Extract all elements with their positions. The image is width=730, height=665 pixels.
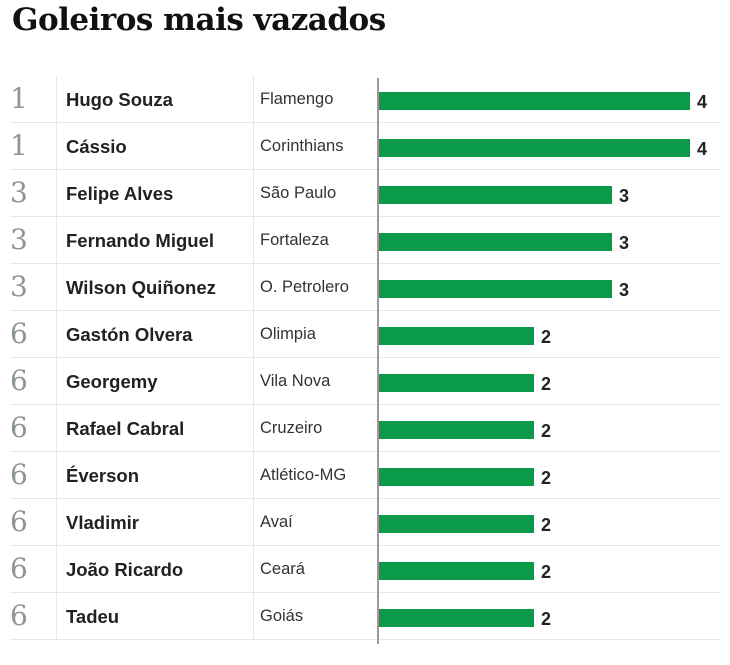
column-divider	[56, 358, 57, 404]
bar	[378, 421, 534, 439]
bar	[378, 92, 690, 110]
column-divider	[56, 170, 57, 216]
bar-value-label: 2	[541, 468, 552, 488]
bar-value-label: 2	[541, 562, 552, 582]
bar-value-label: 3	[619, 233, 630, 253]
team-name: Corinthians	[260, 137, 344, 155]
table-row: 6 Vladimir Avaí 2	[10, 499, 720, 546]
bar-axis-line	[377, 78, 379, 644]
table-row: 6 João Ricardo Ceará 2	[10, 546, 720, 593]
bar	[378, 609, 534, 627]
bar	[378, 280, 612, 298]
column-divider	[56, 264, 57, 310]
team-name: Atlético-MG	[260, 466, 347, 484]
rank-label: 6	[10, 458, 28, 491]
rank-label: 6	[10, 364, 28, 397]
rank-label: 3	[10, 176, 28, 209]
bar-value-label: 2	[541, 515, 552, 535]
column-divider	[253, 452, 254, 498]
player-name: Tadeu	[66, 606, 120, 627]
rank-label: 3	[10, 270, 28, 303]
team-name: Flamengo	[260, 90, 334, 108]
table-row: 3 Wilson Quiñonez O. Petrolero 3	[10, 264, 720, 311]
rank-label: 6	[10, 411, 28, 444]
bar-value-label: 2	[541, 374, 552, 394]
column-divider	[56, 546, 57, 592]
ranking-table: 1 Hugo Souza Flamengo 4 1 Cássio Corinthians 4 3…	[10, 76, 720, 640]
column-divider	[253, 217, 254, 263]
bar-value-label: 2	[541, 421, 552, 441]
table-row: 6 Rafael Cabral Cruzeiro 2	[10, 405, 720, 452]
table-row: 6 Georgemy Vila Nova 2	[10, 358, 720, 405]
player-name: Felipe Alves	[66, 183, 174, 204]
table-row: 1 Cássio Corinthians 4	[10, 123, 720, 170]
player-name: Gastón Olvera	[66, 324, 193, 345]
column-divider	[253, 170, 254, 216]
column-divider	[56, 593, 57, 639]
player-name: Vladimir	[66, 512, 139, 533]
bar	[378, 327, 534, 345]
bar	[378, 186, 612, 204]
table-row: 6 Gastón Olvera Olimpia 2	[10, 311, 720, 358]
player-name: Fernando Miguel	[66, 230, 214, 251]
table-row: 3 Fernando Miguel Fortaleza 3	[10, 217, 720, 264]
bar	[378, 562, 534, 580]
bar	[378, 233, 612, 251]
table-row: 1 Hugo Souza Flamengo 4	[10, 76, 720, 123]
rank-label: 6	[10, 599, 28, 632]
table-row: 6 Tadeu Goiás 2	[10, 593, 720, 640]
team-name: São Paulo	[260, 184, 337, 202]
bar-value-label: 2	[541, 609, 552, 629]
team-name: Avaí	[260, 513, 293, 531]
column-divider	[253, 358, 254, 404]
column-divider	[253, 76, 254, 122]
rank-label: 6	[10, 317, 28, 350]
column-divider	[253, 405, 254, 451]
bar-value-label: 3	[619, 186, 630, 206]
column-divider	[253, 311, 254, 357]
column-divider	[56, 123, 57, 169]
column-divider	[56, 76, 57, 122]
column-divider	[253, 123, 254, 169]
player-name: Cássio	[66, 136, 127, 157]
team-name: Fortaleza	[260, 231, 329, 249]
column-divider	[56, 217, 57, 263]
rank-label: 1	[10, 82, 28, 115]
bar-value-label: 2	[541, 327, 552, 347]
player-name: Rafael Cabral	[66, 418, 185, 439]
bar	[378, 139, 690, 157]
team-name: Vila Nova	[260, 372, 331, 390]
column-divider	[56, 311, 57, 357]
table-row: 6 Éverson Atlético-MG 2	[10, 452, 720, 499]
player-name: Georgemy	[66, 371, 158, 392]
column-divider	[56, 452, 57, 498]
bar	[378, 374, 534, 392]
player-name: Wilson Quiñonez	[66, 277, 216, 298]
player-name: João Ricardo	[66, 559, 184, 580]
team-name: Olimpia	[260, 325, 316, 343]
team-name: Goiás	[260, 607, 304, 625]
chart-title: Goleiros mais vazados	[12, 2, 386, 38]
team-name: Cruzeiro	[260, 419, 323, 437]
rank-label: 1	[10, 129, 28, 162]
player-name: Éverson	[66, 465, 140, 486]
column-divider	[253, 546, 254, 592]
team-name: Ceará	[260, 560, 305, 578]
rank-label: 3	[10, 223, 28, 256]
bar	[378, 468, 534, 486]
table-row: 3 Felipe Alves São Paulo 3	[10, 170, 720, 217]
rank-label: 6	[10, 552, 28, 585]
team-name: O. Petrolero	[260, 278, 349, 296]
bar-value-label: 4	[697, 139, 708, 159]
bar	[378, 515, 534, 533]
player-name: Hugo Souza	[66, 89, 173, 110]
bar-value-label: 3	[619, 280, 630, 300]
column-divider	[253, 593, 254, 639]
rank-label: 6	[10, 505, 28, 538]
column-divider	[253, 499, 254, 545]
column-divider	[56, 499, 57, 545]
bar-value-label: 4	[697, 92, 708, 112]
column-divider	[253, 264, 254, 310]
column-divider	[56, 405, 57, 451]
